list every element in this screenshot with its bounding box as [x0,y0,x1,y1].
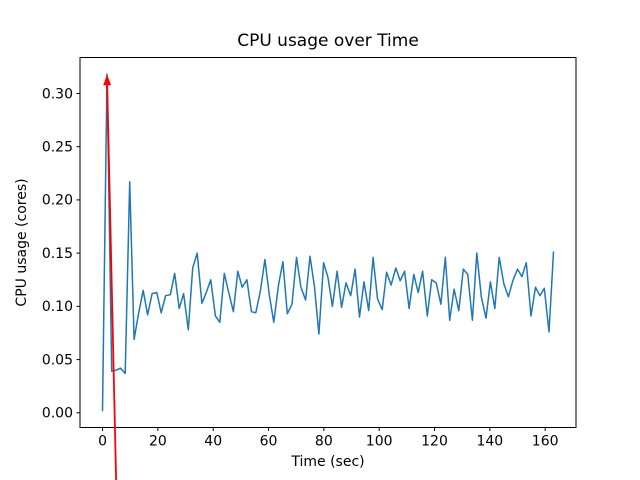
chart-title: CPU usage over Time [237,31,419,51]
annotation-arrow-shaft [106,85,118,480]
y-tick-label: 0.15 [42,246,73,262]
y-tick-label: 0.20 [42,193,73,209]
x-tick-label: 140 [476,434,503,450]
series-lines [101,73,555,412]
y-tick-label: 0.05 [42,352,73,368]
x-tick-label: 20 [149,434,167,450]
annotation-layer [103,74,118,480]
x-tick-label: 100 [366,434,393,450]
x-axis: 0 20 40 60 80 100 120 140 160 [98,427,559,450]
x-tick-label: 120 [421,434,448,450]
annotation-arrow-head [103,74,112,86]
x-tick-label: 80 [315,434,333,450]
y-tick-label: 0.25 [42,140,73,156]
y-tick-label: 0.00 [42,406,73,422]
y-tick-label: 0.30 [42,86,73,102]
x-tick-label: 160 [532,434,559,450]
x-axis-label: Time (sec) [290,454,364,470]
x-tick-label: 40 [204,434,222,450]
y-tick-label: 0.10 [42,299,73,315]
y-axis: 0.00 0.05 0.10 0.15 0.20 0.25 0.30 [42,86,80,422]
plot-area-border [79,57,577,428]
x-tick-label: 60 [260,434,278,450]
x-tick-label: 0 [98,434,107,450]
series-line-cpu-usage [101,73,555,412]
y-axis-label: CPU usage (cores) [14,178,30,306]
